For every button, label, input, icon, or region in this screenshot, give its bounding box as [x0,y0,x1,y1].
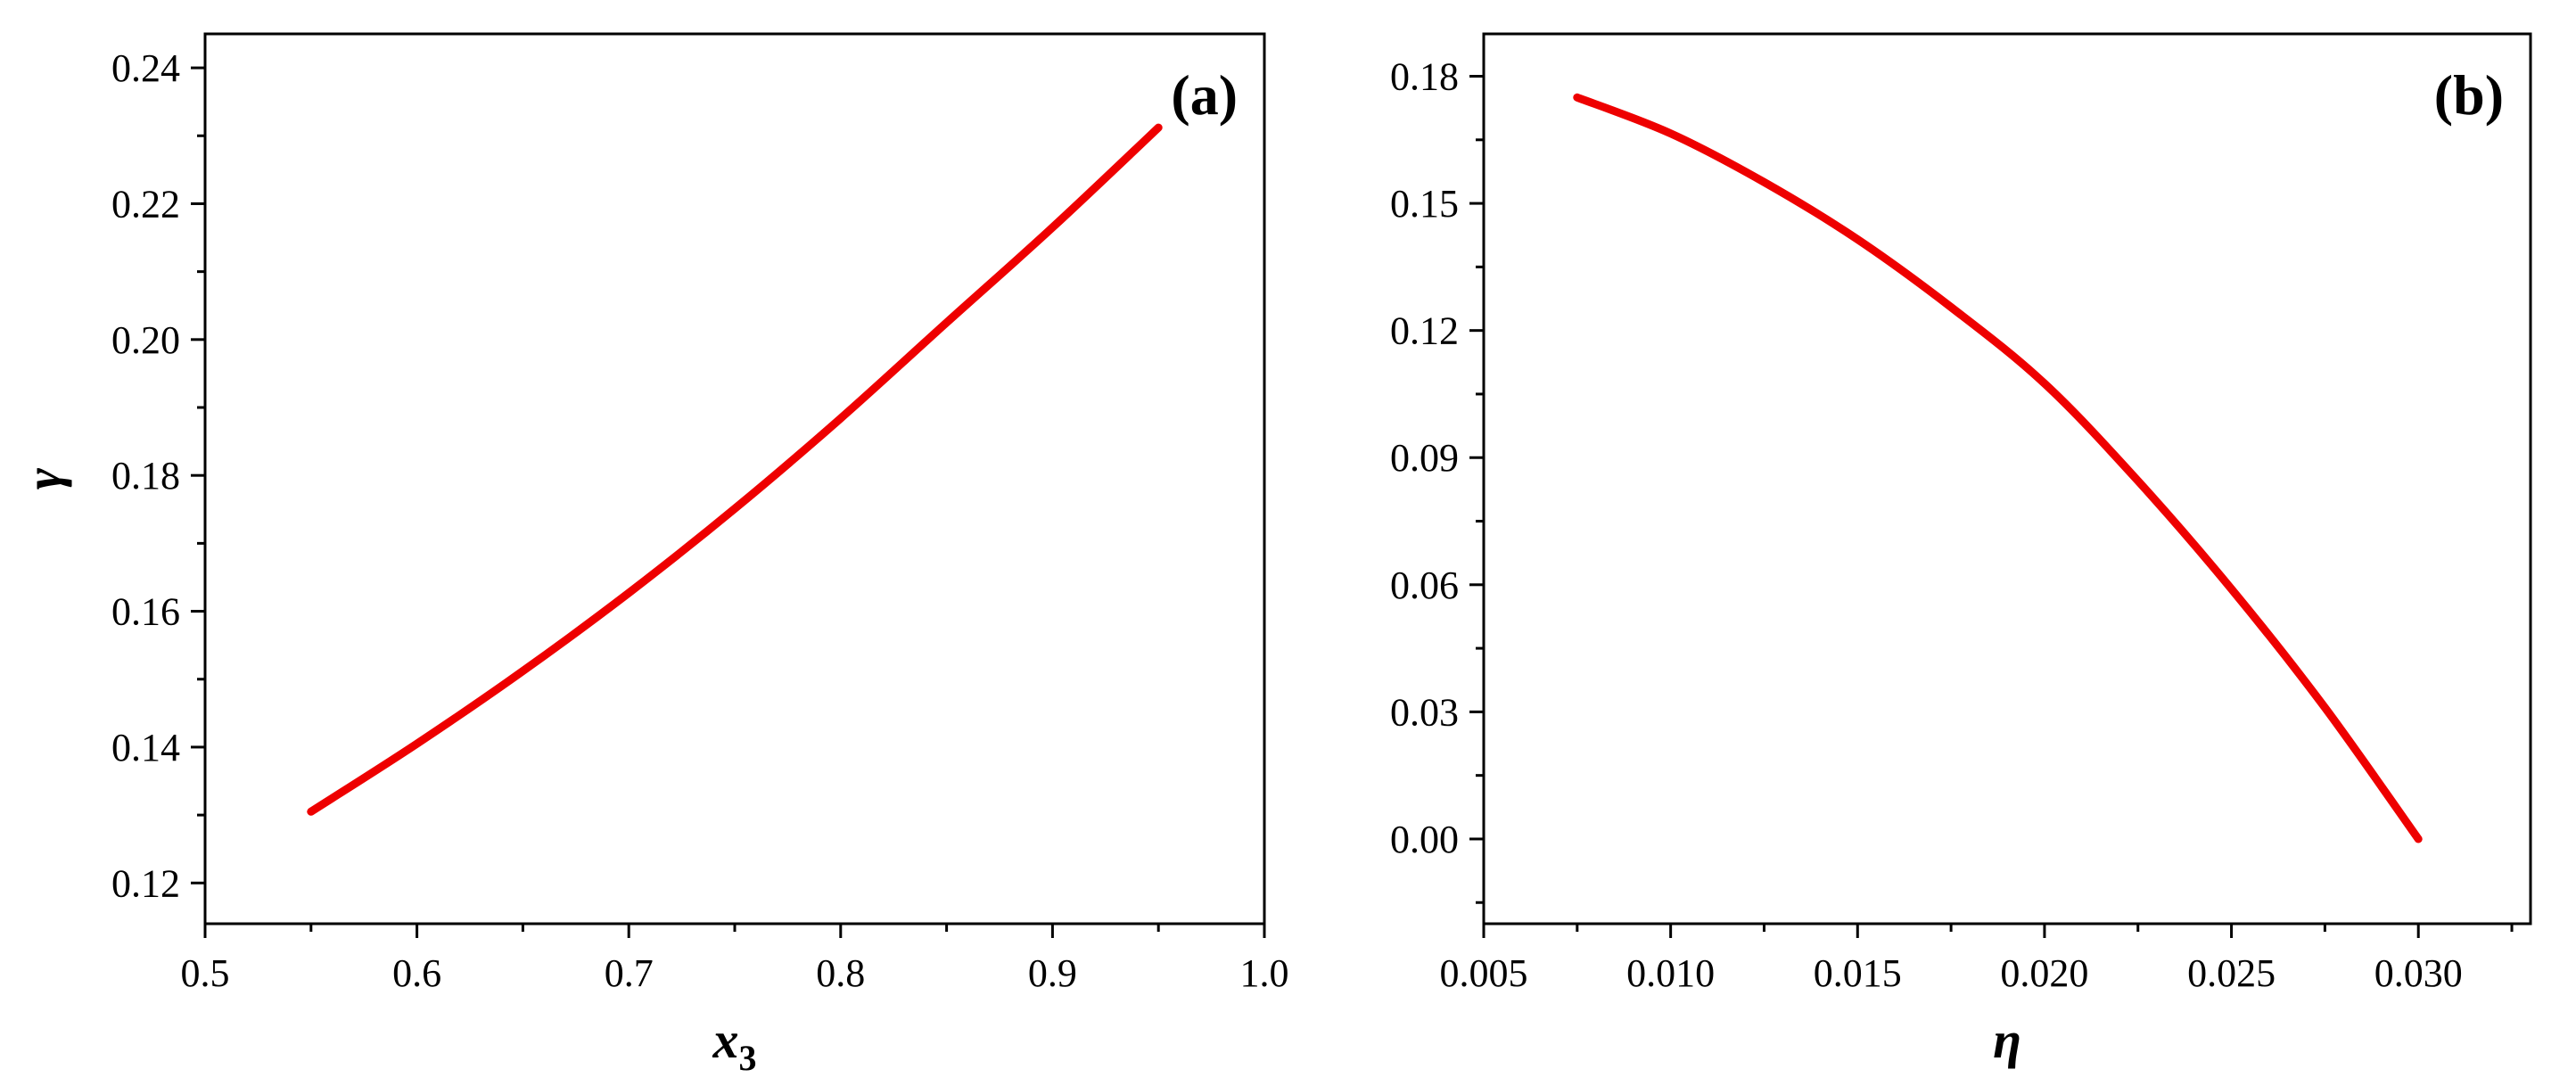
x-axis-title-b: η [1993,1011,2021,1069]
x-tick-label-b: 0.010 [1626,951,1715,995]
x-tick-label-b: 0.020 [2000,951,2088,995]
x-tick-label-b: 0.030 [2374,951,2463,995]
data-point-b [1670,133,1672,135]
data-point-b [2417,838,2419,840]
panel-b: 0.005 0.010 0.015 0.020 0.025 0.030 0.00 0.03 0.… [1390,32,2532,1069]
panel-a: 0.5 0.6 0.7 0.8 0.9 1.0 0.12 0.14 0.16 0.18 0.20 0.… [14,32,1289,1078]
y-tick-label-b: 0.09 [1390,436,1459,480]
plot-frame-a [203,32,1266,926]
data-point-b [1576,96,1578,98]
plot-frame-b [1482,32,2532,926]
x-tick-label-a: 0.5 [181,951,230,995]
x-axis-title-subscript-a: 3 [739,1038,757,1078]
x-tick-label-a: 1.0 [1240,951,1289,995]
panel-label-b: (b) [2434,63,2504,127]
y-tick-label-b: 0.18 [1390,55,1459,99]
panel-label-a: (a) [1171,63,1238,127]
x-tick-label-b: 0.015 [1814,951,1902,995]
y-tick-label-b: 0.15 [1390,182,1459,226]
data-point-a [734,508,736,510]
x-tick-label-b: 0.025 [2187,951,2276,995]
x-axis-title-main-a: x [712,1011,739,1069]
data-point-a [840,417,842,419]
y-axis-title-a: γ [14,467,72,490]
y-tick-label-a: 0.16 [111,590,180,634]
series-line-a [307,123,1163,816]
y-tick-label-b: 0.12 [1390,309,1459,353]
data-point-a [310,810,312,812]
x-tick-label-b: 0.005 [1440,951,1528,995]
x-axis-title-main-b: η [1993,1011,2021,1069]
y-tick-label-a: 0.18 [111,454,180,498]
data-point-a [946,322,948,324]
data-point-a [1051,226,1053,228]
x-tick-label-a: 0.9 [1028,951,1077,995]
data-point-a [416,743,418,745]
x-axis-title-a: x3 [712,1011,757,1078]
x-tick-label-a: 0.8 [816,951,865,995]
data-point-b [1763,181,1765,183]
y-tick-label-b: 0.06 [1390,564,1459,607]
data-point-b [2044,383,2045,384]
data-point-a [628,592,630,594]
series-line-b [1573,93,2423,843]
y-tick-label-a: 0.20 [111,318,180,362]
y-tick-label-a: 0.12 [111,861,180,905]
x-tick-label-a: 0.7 [605,951,654,995]
data-point-b [1856,238,1858,240]
data-point-b [1950,307,1952,309]
y-tick-label-a: 0.24 [111,46,180,90]
y-tick-label-b: 0.03 [1390,690,1459,734]
x-tick-label-a: 0.6 [392,951,441,995]
data-point-b [2231,588,2233,590]
y-tick-label-a: 0.14 [111,726,180,769]
y-tick-label-a: 0.22 [111,182,180,226]
y-tick-label-b: 0.00 [1390,818,1459,861]
